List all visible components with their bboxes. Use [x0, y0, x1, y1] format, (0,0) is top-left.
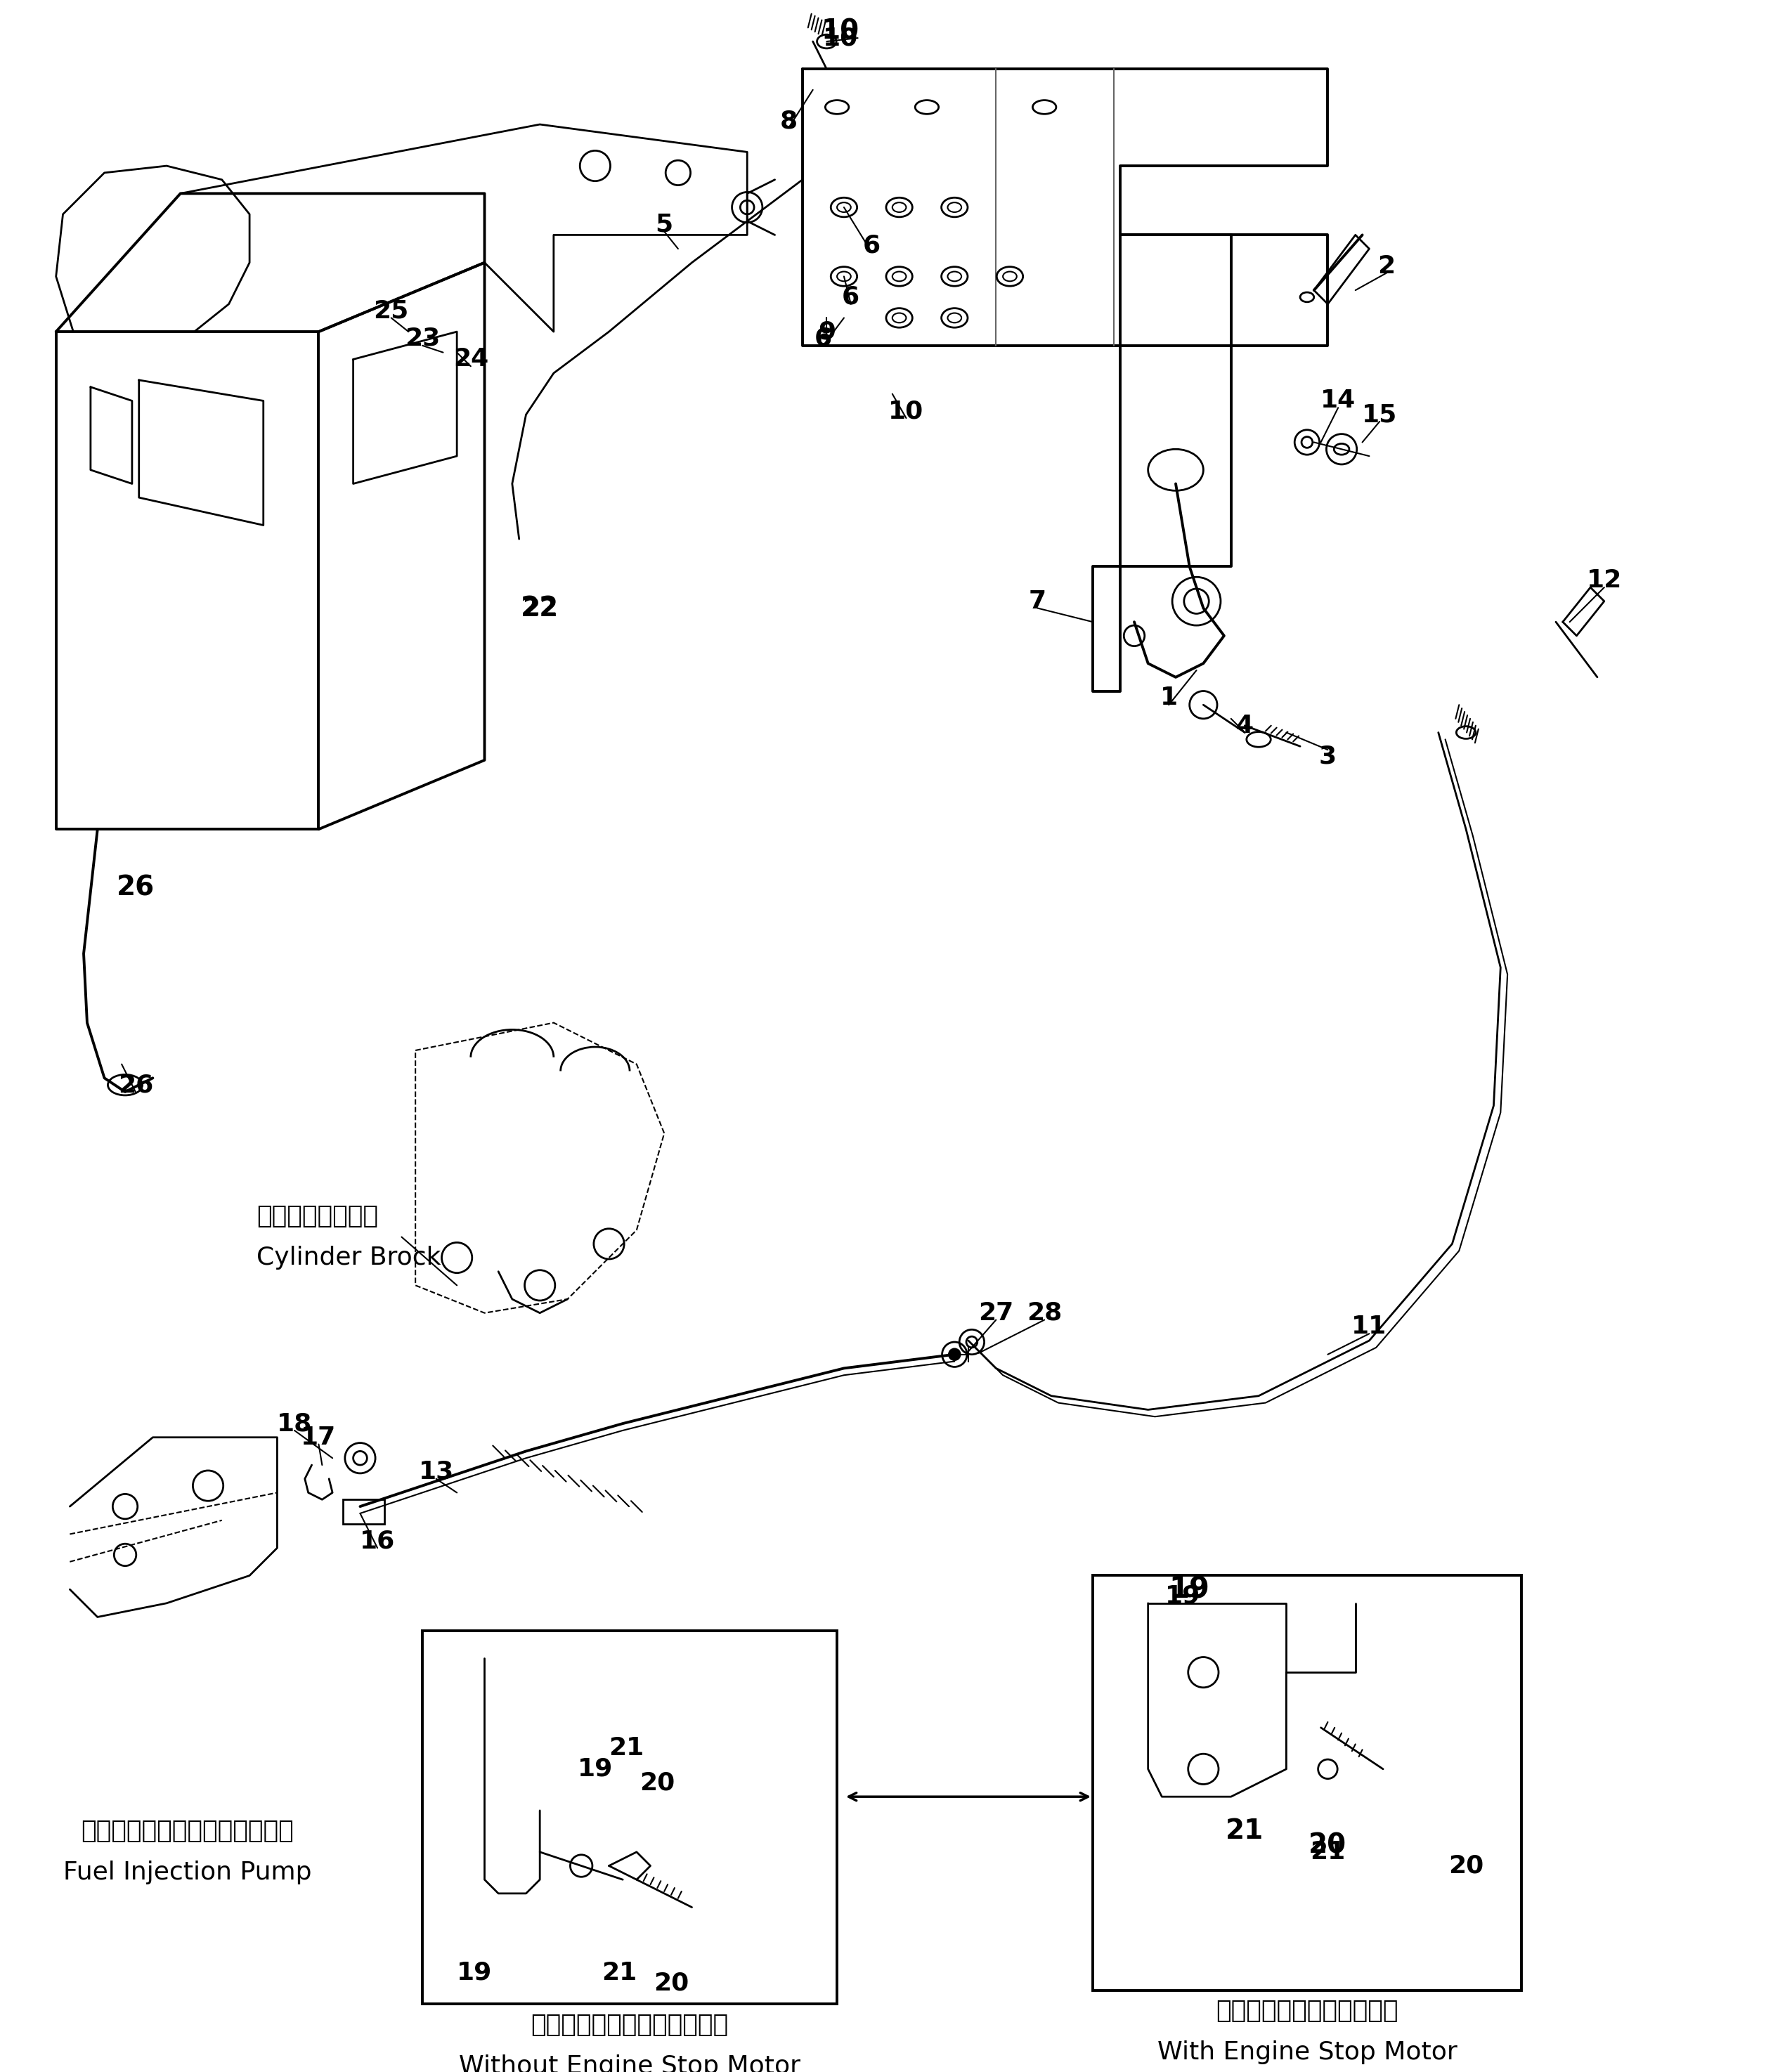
Text: 19: 19 — [456, 1960, 493, 1985]
Text: 10: 10 — [888, 400, 924, 423]
Text: 22: 22 — [521, 595, 558, 622]
Text: 12: 12 — [1586, 568, 1621, 593]
Text: 21: 21 — [602, 1960, 638, 1985]
Text: 17: 17 — [300, 1426, 336, 1448]
Text: 20: 20 — [1309, 1832, 1347, 1859]
Bar — [422, 1631, 837, 2004]
Text: 20: 20 — [1448, 1854, 1483, 1877]
Text: 9: 9 — [818, 319, 835, 344]
Text: 2: 2 — [1377, 255, 1395, 278]
Text: 21: 21 — [609, 1736, 645, 1761]
Text: 13: 13 — [419, 1461, 454, 1484]
Text: Without Engine Stop Motor: Without Engine Stop Motor — [459, 2053, 800, 2072]
Text: 19: 19 — [577, 1757, 613, 1782]
Text: Cylinder Brock: Cylinder Brock — [256, 1245, 442, 1270]
Text: 24: 24 — [454, 348, 489, 371]
Bar — [343, 1500, 385, 1523]
Text: 20: 20 — [653, 1970, 689, 1995]
Circle shape — [948, 1349, 961, 1359]
Text: 25: 25 — [374, 298, 410, 323]
Text: 20: 20 — [639, 1772, 675, 1794]
Text: 11: 11 — [1351, 1316, 1386, 1339]
Text: 15: 15 — [1362, 402, 1397, 427]
Text: 7: 7 — [1028, 588, 1045, 613]
Text: エンジンストップモータなし: エンジンストップモータなし — [532, 2012, 728, 2037]
Text: 3: 3 — [1319, 744, 1337, 769]
Text: 6: 6 — [842, 286, 860, 309]
Text: 4: 4 — [1236, 713, 1254, 738]
Text: 8: 8 — [781, 110, 798, 133]
Text: 27: 27 — [978, 1301, 1014, 1324]
Text: 22: 22 — [523, 597, 558, 620]
Text: フェルインジェクションポンプ: フェルインジェクションポンプ — [81, 1819, 293, 1844]
Text: 19: 19 — [1166, 1585, 1201, 1608]
Text: Fuel Injection Pump: Fuel Injection Pump — [64, 1861, 311, 1886]
Text: エンジンストップモータ付: エンジンストップモータ付 — [1215, 1999, 1399, 2022]
Text: 6: 6 — [864, 234, 881, 257]
Text: 1: 1 — [1160, 686, 1178, 711]
Text: 6: 6 — [814, 327, 832, 350]
Text: With Engine Stop Motor: With Engine Stop Motor — [1157, 2041, 1457, 2064]
Text: 21: 21 — [1226, 1817, 1264, 1844]
Text: 18: 18 — [277, 1411, 313, 1436]
Text: 19: 19 — [1169, 1575, 1210, 1604]
Text: 23: 23 — [404, 327, 440, 350]
Text: 10: 10 — [823, 27, 858, 50]
Text: 10: 10 — [821, 19, 860, 44]
Text: 26: 26 — [117, 874, 154, 901]
Bar — [1093, 1575, 1521, 1991]
Text: 5: 5 — [655, 213, 673, 236]
Text: 26: 26 — [118, 1073, 154, 1096]
Text: 16: 16 — [360, 1529, 396, 1552]
Text: 14: 14 — [1321, 390, 1356, 412]
Text: 28: 28 — [1026, 1301, 1061, 1324]
Text: シリンダブロック: シリンダブロック — [256, 1204, 378, 1229]
Text: 21: 21 — [1310, 1840, 1346, 1865]
